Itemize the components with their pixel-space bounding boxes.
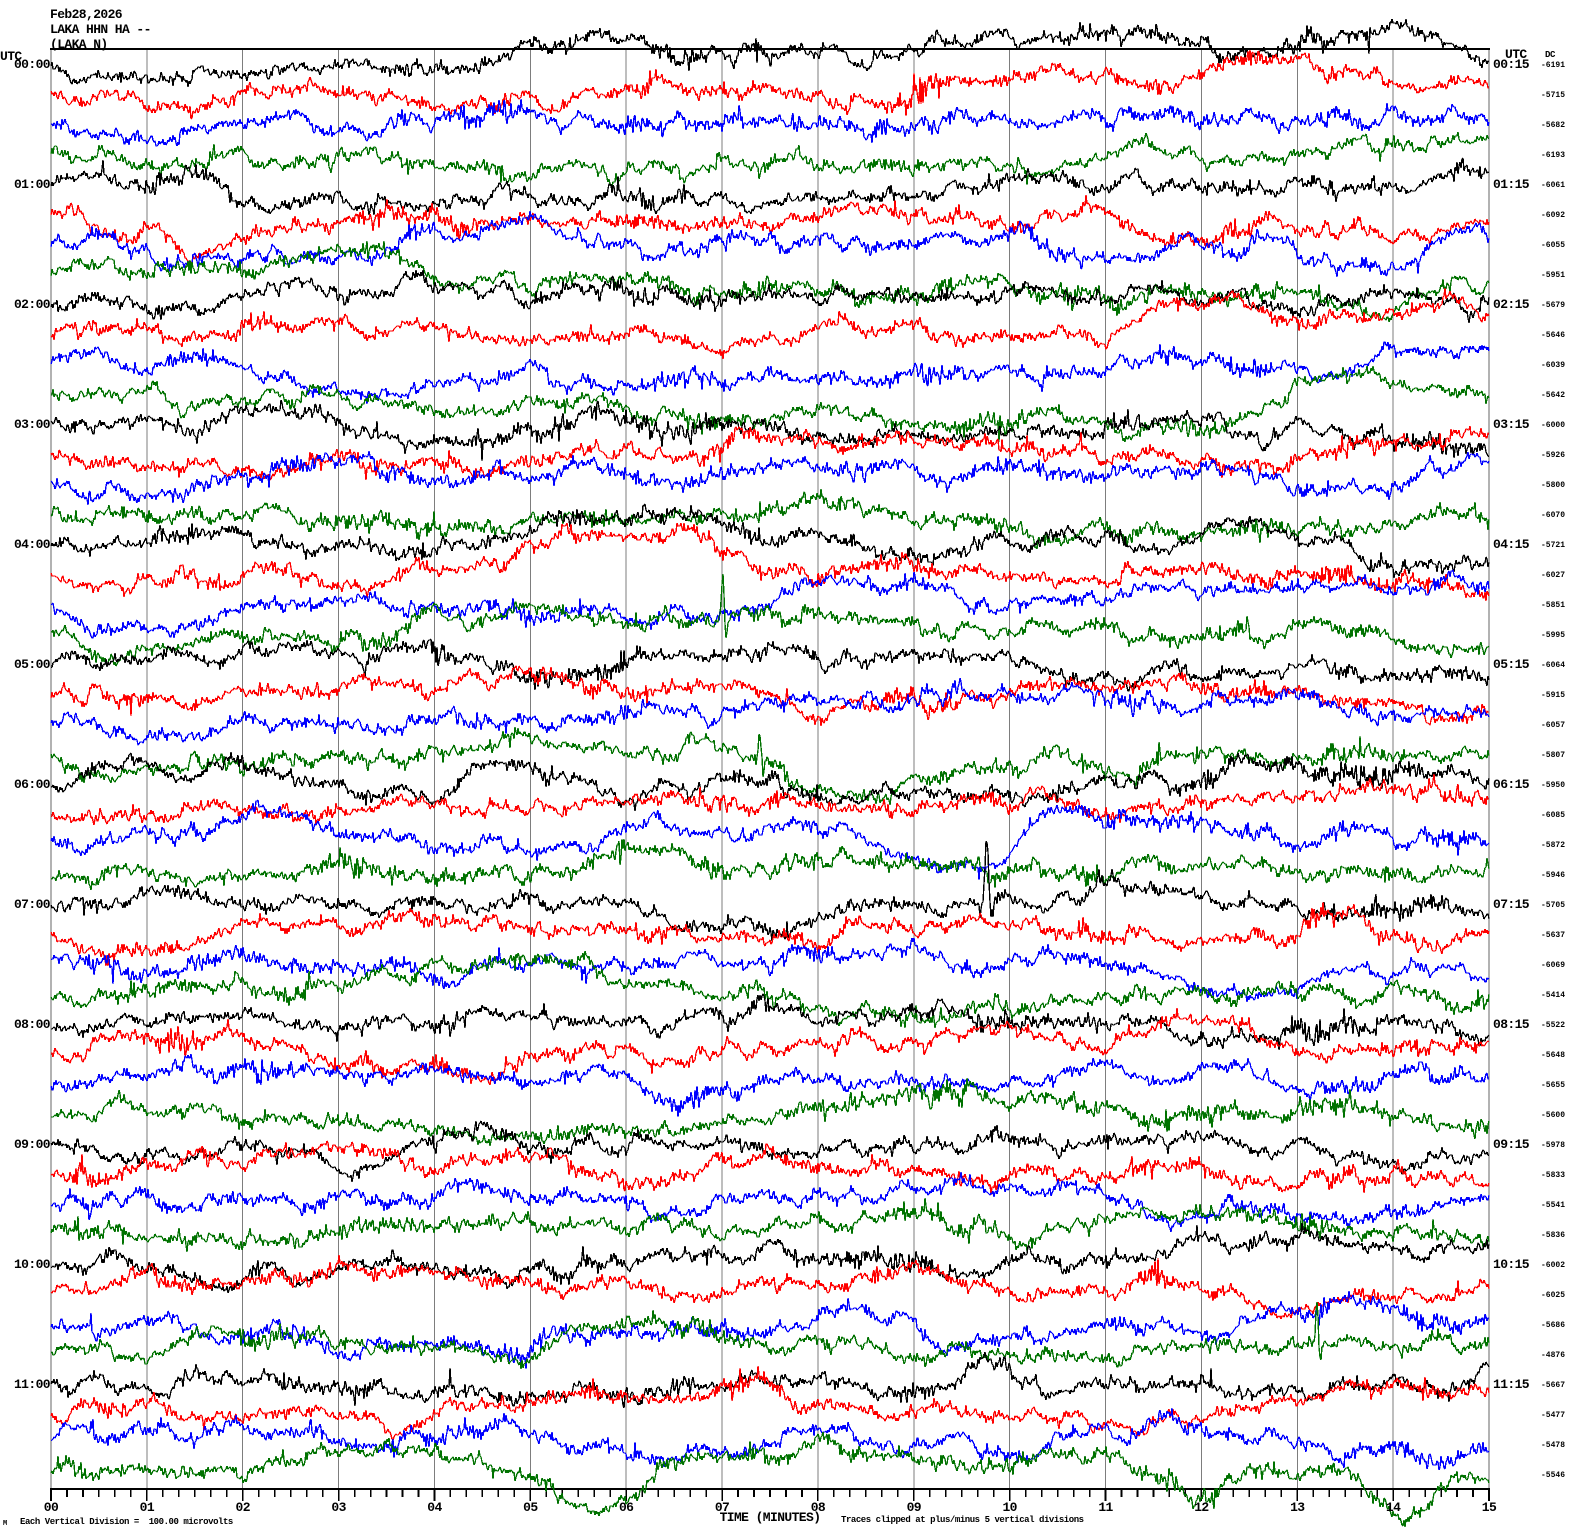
svg-text:00:00: 00:00 [14, 57, 51, 72]
svg-text:15: 15 [1482, 1500, 1497, 1515]
svg-text:01:15: 01:15 [1493, 177, 1530, 192]
svg-text:03:00: 03:00 [14, 417, 51, 432]
svg-text:-5546: -5546 [1541, 1471, 1565, 1480]
svg-text:-5946: -5946 [1541, 871, 1565, 880]
svg-text:07:00: 07:00 [14, 897, 51, 912]
svg-text:-5950: -5950 [1541, 781, 1565, 790]
svg-text:06: 06 [619, 1500, 634, 1515]
svg-text:Each Vertical Division = 100.: Each Vertical Division = 100.00 microvol… [20, 1517, 233, 1527]
svg-text:07: 07 [715, 1500, 729, 1515]
svg-text:09: 09 [907, 1500, 922, 1515]
svg-text:-6027: -6027 [1541, 571, 1565, 580]
svg-text:-6025: -6025 [1541, 1291, 1565, 1300]
svg-text:10:00: 10:00 [14, 1257, 51, 1272]
svg-text:-5978: -5978 [1541, 1141, 1565, 1150]
svg-text:TIME (MINUTES): TIME (MINUTES) [720, 1510, 821, 1525]
svg-text:-6057: -6057 [1541, 721, 1565, 730]
svg-text:02:00: 02:00 [14, 297, 51, 312]
svg-text:-5951: -5951 [1541, 271, 1565, 280]
svg-text:-5715: -5715 [1541, 91, 1565, 100]
svg-text:-5833: -5833 [1541, 1171, 1565, 1180]
svg-text:00:15: 00:15 [1493, 57, 1530, 72]
svg-text:11:00: 11:00 [14, 1377, 51, 1392]
svg-text:-6061: -6061 [1541, 181, 1565, 190]
svg-text:-5646: -5646 [1541, 331, 1565, 340]
svg-text:-6069: -6069 [1541, 961, 1565, 970]
svg-text:04:00: 04:00 [14, 537, 51, 552]
svg-text:08:00: 08:00 [14, 1017, 51, 1032]
svg-text:-6039: -6039 [1541, 361, 1565, 370]
svg-text:-6000: -6000 [1541, 421, 1565, 430]
svg-text:-6064: -6064 [1541, 661, 1565, 670]
svg-text:-5667: -5667 [1541, 1381, 1565, 1390]
svg-text:-5655: -5655 [1541, 1081, 1565, 1090]
svg-text:00: 00 [44, 1500, 59, 1515]
svg-text:-5637: -5637 [1541, 931, 1565, 940]
svg-text:05:00: 05:00 [14, 657, 51, 672]
svg-text:-5600: -5600 [1541, 1111, 1565, 1120]
svg-text:-5851: -5851 [1541, 601, 1565, 610]
svg-text:-5872: -5872 [1541, 841, 1565, 850]
svg-text:-6085: -6085 [1541, 811, 1565, 820]
svg-text:-5682: -5682 [1541, 121, 1565, 130]
svg-text:-6055: -6055 [1541, 241, 1565, 250]
svg-text:05:15: 05:15 [1493, 657, 1530, 672]
svg-text:08:15: 08:15 [1493, 1017, 1530, 1032]
svg-text:06:00: 06:00 [14, 777, 51, 792]
svg-text:-6092: -6092 [1541, 211, 1565, 220]
svg-text:14: 14 [1386, 1500, 1401, 1515]
svg-text:-4876: -4876 [1541, 1351, 1565, 1360]
svg-text:-5800: -5800 [1541, 481, 1565, 490]
svg-text:M: M [3, 1520, 7, 1528]
svg-text:-5477: -5477 [1541, 1411, 1565, 1420]
svg-text:-5478: -5478 [1541, 1441, 1565, 1450]
svg-text:-5679: -5679 [1541, 301, 1565, 310]
svg-text:Feb28,2026: Feb28,2026 [50, 7, 123, 22]
svg-text:03:15: 03:15 [1493, 417, 1530, 432]
svg-text:-5648: -5648 [1541, 1051, 1565, 1060]
svg-text:11:15: 11:15 [1493, 1377, 1530, 1392]
svg-text:-5642: -5642 [1541, 391, 1565, 400]
svg-text:LAKA HHN HA --: LAKA HHN HA -- [50, 22, 151, 37]
svg-text:-5926: -5926 [1541, 451, 1565, 460]
svg-text:-5541: -5541 [1541, 1201, 1565, 1210]
svg-text:-5915: -5915 [1541, 691, 1565, 700]
svg-text:02: 02 [236, 1500, 251, 1515]
svg-text:-5414: -5414 [1541, 991, 1565, 1000]
svg-text:13: 13 [1290, 1500, 1305, 1515]
svg-text:-5836: -5836 [1541, 1231, 1565, 1240]
svg-text:-5686: -5686 [1541, 1321, 1565, 1330]
svg-text:08: 08 [811, 1500, 826, 1515]
svg-text:01:00: 01:00 [14, 177, 51, 192]
svg-text:DC: DC [1545, 50, 1556, 60]
svg-text:09:15: 09:15 [1493, 1137, 1530, 1152]
svg-text:09:00: 09:00 [14, 1137, 51, 1152]
svg-text:UTC: UTC [0, 49, 22, 64]
svg-text:-6002: -6002 [1541, 1261, 1565, 1270]
svg-text:-5995: -5995 [1541, 631, 1565, 640]
svg-text:04:15: 04:15 [1493, 537, 1530, 552]
svg-text:Traces clipped at plus/minus 5: Traces clipped at plus/minus 5 vertical … [841, 1515, 1084, 1525]
svg-text:-6193: -6193 [1541, 151, 1565, 160]
svg-text:-5807: -5807 [1541, 751, 1565, 760]
svg-text:-5522: -5522 [1541, 1021, 1565, 1030]
svg-text:10: 10 [1002, 1500, 1017, 1515]
svg-text:11: 11 [1098, 1500, 1113, 1515]
svg-text:-5705: -5705 [1541, 901, 1565, 910]
svg-text:04: 04 [427, 1500, 442, 1515]
svg-text:02:15: 02:15 [1493, 297, 1530, 312]
svg-text:12: 12 [1194, 1500, 1209, 1515]
svg-text:(LAKA N): (LAKA N) [50, 37, 108, 52]
svg-text:UTC: UTC [1505, 47, 1527, 62]
svg-text:07:15: 07:15 [1493, 897, 1530, 912]
svg-text:-6191: -6191 [1541, 61, 1565, 70]
svg-text:06:15: 06:15 [1493, 777, 1530, 792]
svg-text:03: 03 [331, 1500, 346, 1515]
svg-text:05: 05 [523, 1500, 538, 1515]
svg-text:10:15: 10:15 [1493, 1257, 1530, 1272]
svg-text:-5721: -5721 [1541, 541, 1565, 550]
svg-text:-6070: -6070 [1541, 511, 1565, 520]
svg-text:01: 01 [140, 1500, 155, 1515]
